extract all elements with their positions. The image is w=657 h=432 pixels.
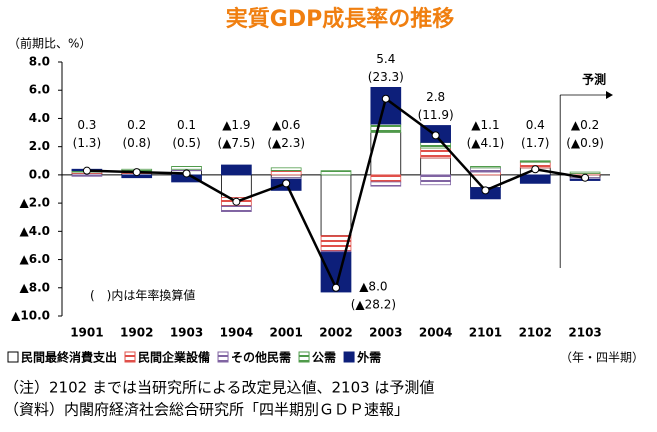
bar-segment [519,174,551,184]
bar-segment [270,174,302,179]
x-tick-label: 2004 [419,326,452,340]
annotation: ( )内は年率換算値 [90,288,195,303]
bar-segment [420,174,451,186]
y-tick-label: ▲6.0 [20,252,51,266]
bar-segment [470,166,501,169]
bar-segment [320,174,352,236]
x-tick-label: 1904 [220,326,253,340]
total-point [531,165,540,174]
data-label: 2.8 [426,90,445,104]
data-label: 5.4 [376,52,395,66]
data-label: ▲8.0 [359,280,387,294]
y-axis-label: （前期比、%） [8,36,91,51]
annualized-label: (▲0.9) [566,136,604,150]
y-tick-label: ▲4.0 [20,224,51,238]
annualized-label: (23.3) [368,70,404,84]
y-tick-label: ▲2.0 [20,196,51,210]
chart-title: 実質GDP成長率の推移 [226,6,454,32]
bar-segment [569,171,601,174]
total-point [232,197,241,206]
x-tick-label: 2003 [369,326,402,340]
bar-segment [221,164,252,176]
annualized-label: (▲4.1) [467,136,505,150]
y-tick-label: ▲10.0 [11,309,50,323]
total-point [282,179,291,188]
annualized-label: (1.7) [521,136,549,150]
total-point [132,168,141,177]
bar-segment [470,171,501,176]
total-point [581,173,590,182]
bar-segment [470,167,501,173]
data-label: 0.2 [127,118,146,132]
annualized-label: (0.5) [172,136,200,150]
y-tick-label: 8.0 [29,55,50,69]
data-label: ▲0.2 [571,118,599,132]
bar-segment [420,147,451,159]
x-tick-label: 1903 [170,326,203,340]
data-label: 0.3 [77,118,96,132]
data-label: ▲1.9 [222,118,250,132]
legend-label: 外需 [357,350,381,365]
bar-segment [370,181,402,187]
data-label: 0.1 [177,118,196,132]
annualized-label: (1.3) [73,136,101,150]
annualized-label: (▲2.3) [267,136,305,150]
bar-segment [221,205,252,212]
forecast-arrowhead [606,91,613,99]
note: （資料）内閣府経済社会総合研究所「四半期別ＧＤＰ速報」 [4,401,409,419]
legend-label: その他民需 [231,350,291,365]
x-tick-label: 1901 [70,326,103,340]
x-unit: （年・四半期） [560,351,644,365]
y-tick-label: 0.0 [29,167,50,181]
total-point [332,283,340,292]
legend-label: 公需 [312,351,336,365]
x-tick-label: 2002 [319,326,352,340]
data-label: ▲0.6 [272,118,300,132]
legend-swatch [217,351,229,363]
total-point [481,186,490,195]
legend-label: 民間企業設備 [138,350,210,365]
bar-segment [320,170,352,176]
note: （注）2102 までは当研究所による改定見込値、2103 は予測値 [4,379,434,397]
y-tick-label: 4.0 [29,111,50,125]
bar-segment [519,160,551,163]
annualized-label: (11.9) [418,108,454,122]
forecast-label: 予測 [582,72,606,87]
x-tick-label: 2103 [568,326,601,340]
y-tick-label: 6.0 [29,83,50,97]
legend-swatch [343,351,355,363]
bar-segment [71,174,103,177]
x-tick-label: 2001 [269,326,302,340]
legend-swatch [124,351,136,363]
annualized-label: (▲28.2) [351,298,396,312]
bar-segment [420,157,451,176]
legend-swatch [7,351,19,363]
x-tick-label: 2101 [469,326,502,340]
bar-segment [370,123,402,133]
total-point [381,94,390,103]
total-point [82,166,91,175]
legend-swatch [298,351,310,363]
x-tick-label: 1902 [120,326,153,340]
bar-segment [171,166,202,170]
bar-segment [370,174,402,183]
bar-segment [270,167,302,172]
annualized-label: (0.8) [123,136,151,150]
total-point [431,131,440,140]
annualized-label: (▲7.5) [218,136,256,150]
bar-segment [221,174,252,198]
y-tick-label: ▲8.0 [20,280,51,294]
bar-segment [270,170,302,176]
data-label: 0.4 [526,118,545,132]
data-label: ▲1.1 [471,118,499,132]
y-tick-label: 2.0 [29,139,50,153]
x-tick-label: 2102 [519,326,552,340]
total-point [182,169,191,178]
legend-label: 民間最終消費支出 [21,350,117,365]
